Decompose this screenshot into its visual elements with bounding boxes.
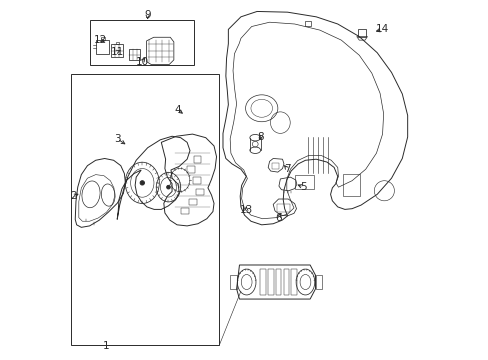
Circle shape [140,181,144,185]
Bar [129,49,140,59]
Bar [267,269,273,296]
Text: 12: 12 [94,35,107,45]
Text: 5: 5 [300,182,306,192]
Bar [357,30,366,37]
Bar [189,199,197,205]
Bar [96,40,109,54]
Text: 13: 13 [239,206,252,216]
Text: 1: 1 [103,341,109,351]
Text: 14: 14 [375,24,388,35]
Bar [192,177,201,184]
Bar [116,41,119,44]
Bar [275,269,281,296]
Bar [343,174,360,196]
Bar [294,175,314,189]
Text: 6: 6 [275,213,281,222]
Bar [272,163,278,168]
Text: 11: 11 [110,46,123,57]
Bar [70,74,219,345]
Bar [110,44,122,57]
Text: 10: 10 [136,57,148,67]
Bar [304,22,310,26]
Bar [187,166,195,173]
Text: 7: 7 [284,164,290,174]
Bar [260,269,265,296]
Bar [291,269,297,296]
Bar [89,21,193,65]
Text: 8: 8 [257,132,264,142]
Bar [283,269,289,296]
Text: 2: 2 [70,191,77,201]
Bar [181,208,188,214]
Text: 3: 3 [114,134,120,144]
Bar [196,189,204,195]
Text: 9: 9 [144,10,151,20]
Text: 4: 4 [175,105,181,115]
Bar [193,156,201,163]
Circle shape [166,185,170,189]
Bar [277,204,290,212]
Bar [101,37,105,40]
